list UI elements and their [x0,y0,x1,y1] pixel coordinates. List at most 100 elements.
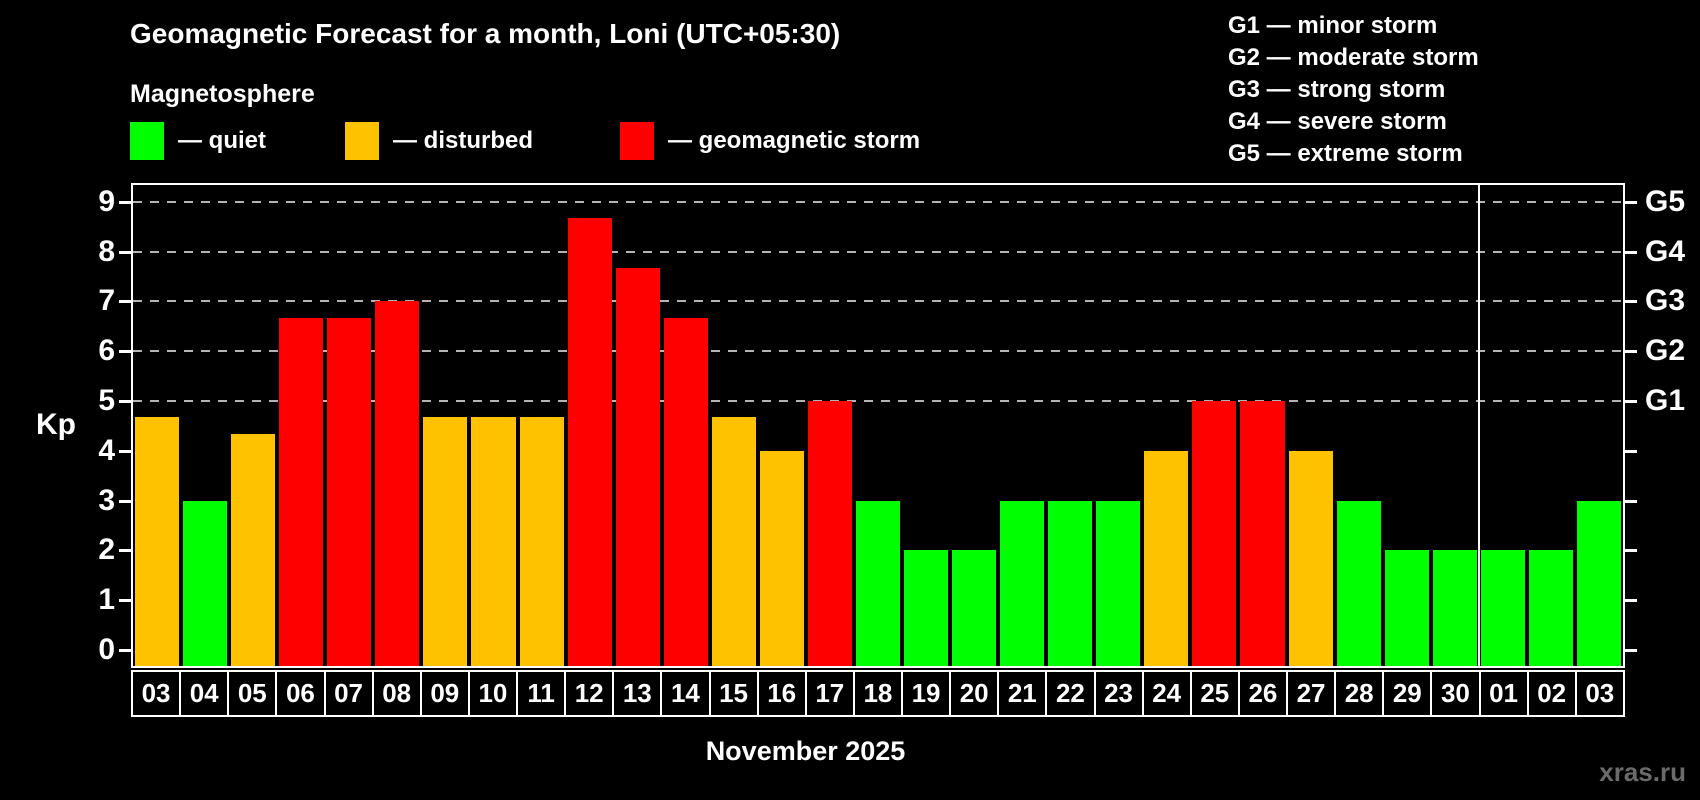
y-tick-label-6: 6 [98,334,115,368]
kp-bar-day-18 [855,500,901,666]
kp-bar-day-02 [1528,550,1573,666]
g3-legend-line: G3 — strong storm [1228,76,1446,103]
kp-bar-day-13 [615,268,660,666]
left-tick-0 [119,649,131,652]
gridline-kp-8 [133,250,1623,253]
right-tick-8 [1625,250,1637,254]
kp-bar-day-28 [1336,500,1381,666]
right-tick-5 [1625,400,1637,403]
y-tick-label-4: 4 [98,433,115,467]
day-cell-nov-27: 27 [1286,670,1337,717]
day-cell-nov-26: 26 [1237,670,1288,717]
month-separator-line [1477,185,1480,666]
y-tick-label-1: 1 [98,583,115,617]
day-cell-nov-07: 07 [323,670,374,717]
left-tick-6 [119,350,131,354]
right-tick-0 [1625,649,1637,652]
day-cell-nov-15: 15 [708,670,759,717]
right-axis-label-g4: G4 [1645,234,1686,268]
g2-legend-line: G2 — moderate storm [1228,44,1479,71]
quiet-color-swatch [130,122,164,160]
disturbed-legend-label: — disturbed [393,127,534,154]
day-cell-nov-19: 19 [901,670,952,717]
kp-bar-day-22 [1048,500,1093,666]
magnetosphere-subtitle: Magnetosphere [130,80,315,108]
kp-bar-day-07 [327,317,372,666]
right-axis-label-g3: G3 [1645,284,1686,318]
kp-bar-day-03 [1576,500,1621,666]
kp-bar-day-08 [375,301,420,666]
gridline-kp-5 [133,400,1623,402]
watermark: xras.ru [1599,757,1686,787]
y-tick-label-8: 8 [98,234,115,268]
day-cell-nov-29: 29 [1382,670,1433,717]
kp-bar-day-17 [807,401,852,666]
day-cell-nov-11: 11 [516,670,567,717]
gridline-kp-7 [133,300,1623,303]
y-tick-label-5: 5 [98,384,115,417]
day-cell-nov-13: 13 [612,670,663,717]
day-cell-nov-14: 14 [660,670,711,717]
day-cell-nov-12: 12 [564,670,615,717]
left-tick-8 [119,250,131,254]
gridline-kp-6 [133,350,1623,353]
day-cell-nov-28: 28 [1334,670,1385,717]
page-title: Geomagnetic Forecast for a month, Loni (… [130,18,841,49]
day-cell-nov-30: 30 [1430,670,1481,717]
y-tick-label-3: 3 [98,483,115,517]
kp-bar-day-26 [1240,401,1285,666]
kp-bar-day-29 [1384,550,1429,666]
right-axis-label-g1: G1 [1645,384,1686,417]
day-cell-dec-01: 01 [1478,670,1529,717]
right-tick-6 [1625,350,1637,354]
kp-bar-day-09 [423,417,468,666]
day-cell-nov-24: 24 [1141,670,1192,717]
storm-color-swatch [620,122,654,160]
left-tick-1 [119,599,131,603]
day-cell-nov-09: 09 [419,670,470,717]
kp-bar-day-24 [1144,450,1189,666]
day-cell-nov-05: 05 [227,670,278,717]
x-axis-day-labels: 03 04 05 06 07 08 09 10 11 12 13 14 15 16 17 18 19 20 21 22… [131,670,1625,717]
left-tick-2 [119,549,131,553]
y-tick-label-2: 2 [98,533,115,567]
kp-bar-day-20 [952,550,997,666]
day-cell-dec-02: 02 [1526,670,1577,717]
disturbed-color-swatch [345,122,379,160]
day-cell-dec-03: 03 [1574,670,1625,717]
y-tick-label-9: 9 [98,184,115,218]
kp-bar-day-04 [183,500,228,666]
day-cell-nov-04: 04 [179,670,230,717]
kp-bar-day-06 [279,317,324,666]
kp-bar-day-12 [567,218,612,666]
left-tick-9 [119,200,131,204]
day-cell-nov-03: 03 [131,670,182,717]
quiet-legend-label: — quiet [178,127,266,154]
right-axis-label-g2: G2 [1645,334,1686,368]
day-cell-nov-17: 17 [804,670,855,717]
right-tick-4 [1625,449,1637,453]
kp-bar-day-11 [519,417,564,666]
storm-scale-legend: G1 — minor storm G2 — moderate storm G3 … [1228,10,1479,170]
day-cell-nov-06: 06 [275,670,326,717]
kp-bar-day-10 [471,417,516,666]
right-tick-7 [1625,300,1637,304]
y-axis-title: Kp [36,408,76,441]
day-cell-nov-20: 20 [949,670,1000,717]
g4-legend-line: G4 — severe storm [1228,108,1447,135]
kp-bar-day-01 [1480,550,1525,666]
day-cell-nov-10: 10 [467,670,518,717]
day-cell-nov-16: 16 [756,670,807,717]
left-tick-3 [119,499,131,503]
kp-bar-day-14 [663,317,708,666]
kp-bar-day-30 [1432,550,1477,666]
day-cell-nov-08: 08 [371,670,422,717]
left-tick-4 [119,449,131,453]
kp-bar-day-23 [1096,500,1141,666]
right-tick-1 [1625,599,1637,603]
g1-legend-line: G1 — minor storm [1228,12,1438,39]
storm-legend-label: — geomagnetic storm [668,127,921,154]
kp-bar-day-25 [1192,401,1237,666]
g5-legend-line: G5 — extreme storm [1228,140,1463,167]
